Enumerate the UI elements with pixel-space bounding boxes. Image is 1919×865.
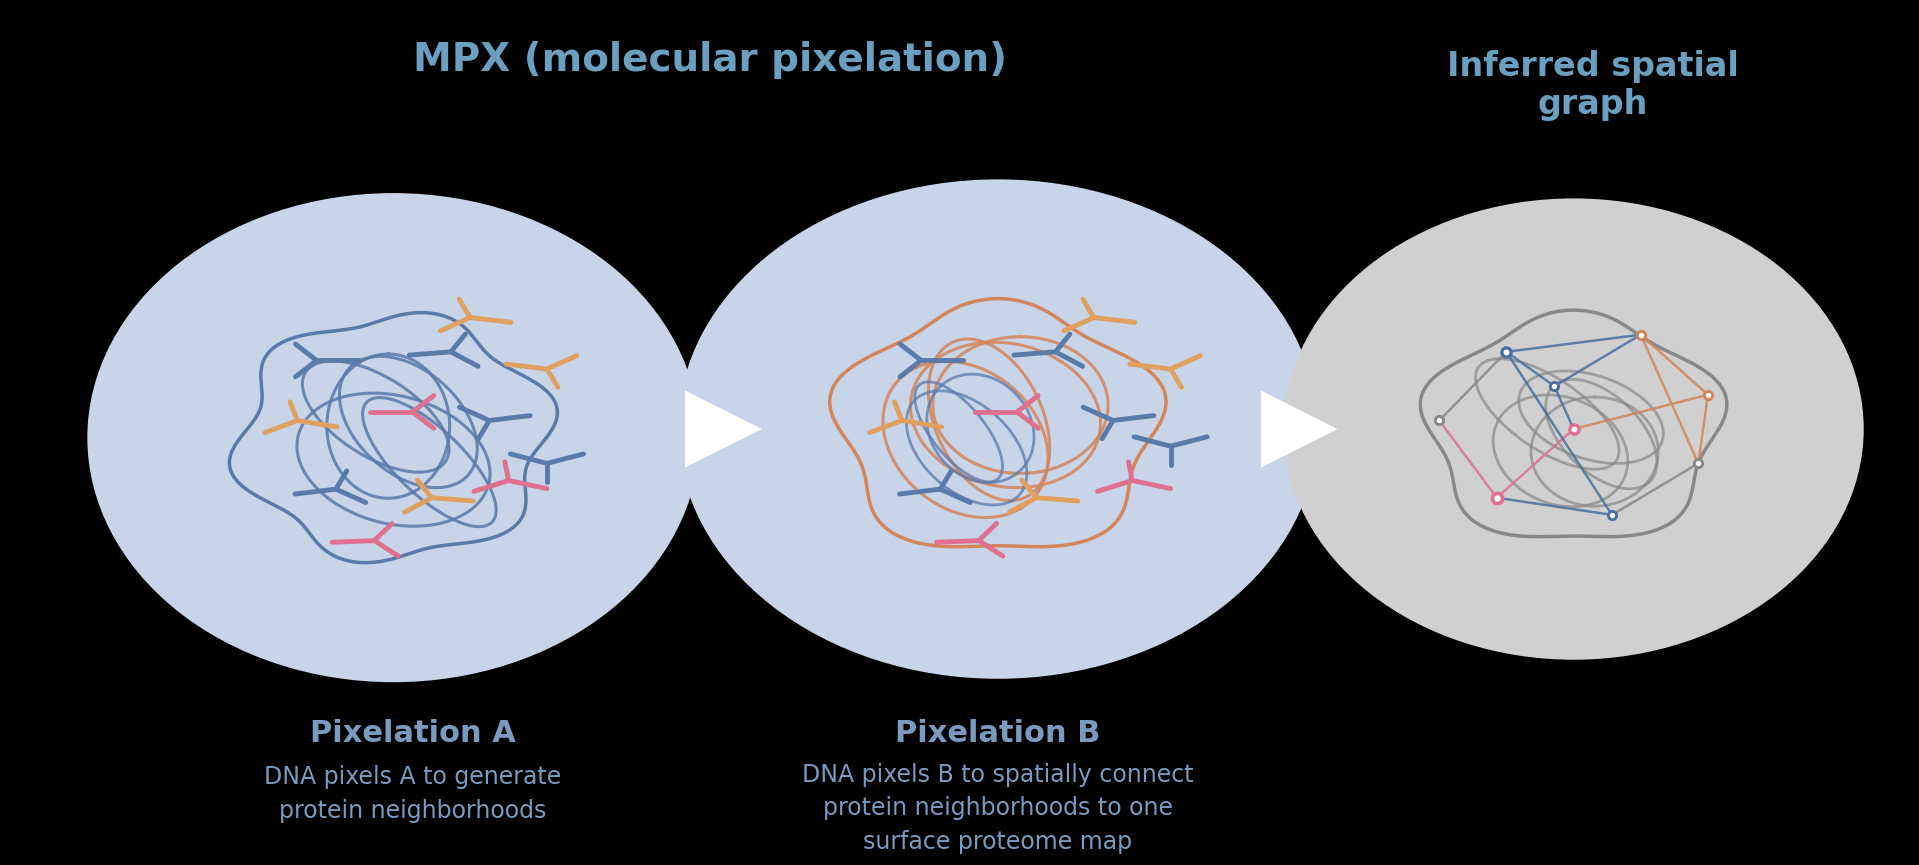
Ellipse shape — [86, 193, 700, 682]
Text: MPX (molecular pixelation): MPX (molecular pixelation) — [413, 41, 1007, 79]
Text: Inferred spatial
graph: Inferred spatial graph — [1447, 50, 1739, 121]
Ellipse shape — [677, 179, 1318, 679]
Text: Pixelation A: Pixelation A — [309, 719, 516, 748]
Text: Pixelation B: Pixelation B — [894, 719, 1102, 748]
Polygon shape — [685, 390, 762, 468]
Text: DNA pixels A to generate
protein neighborhoods: DNA pixels A to generate protein neighbo… — [265, 765, 560, 823]
Ellipse shape — [1284, 198, 1863, 660]
Text: DNA pixels B to spatially connect
protein neighborhoods to one
surface proteome : DNA pixels B to spatially connect protei… — [802, 763, 1194, 854]
Polygon shape — [1261, 390, 1338, 468]
